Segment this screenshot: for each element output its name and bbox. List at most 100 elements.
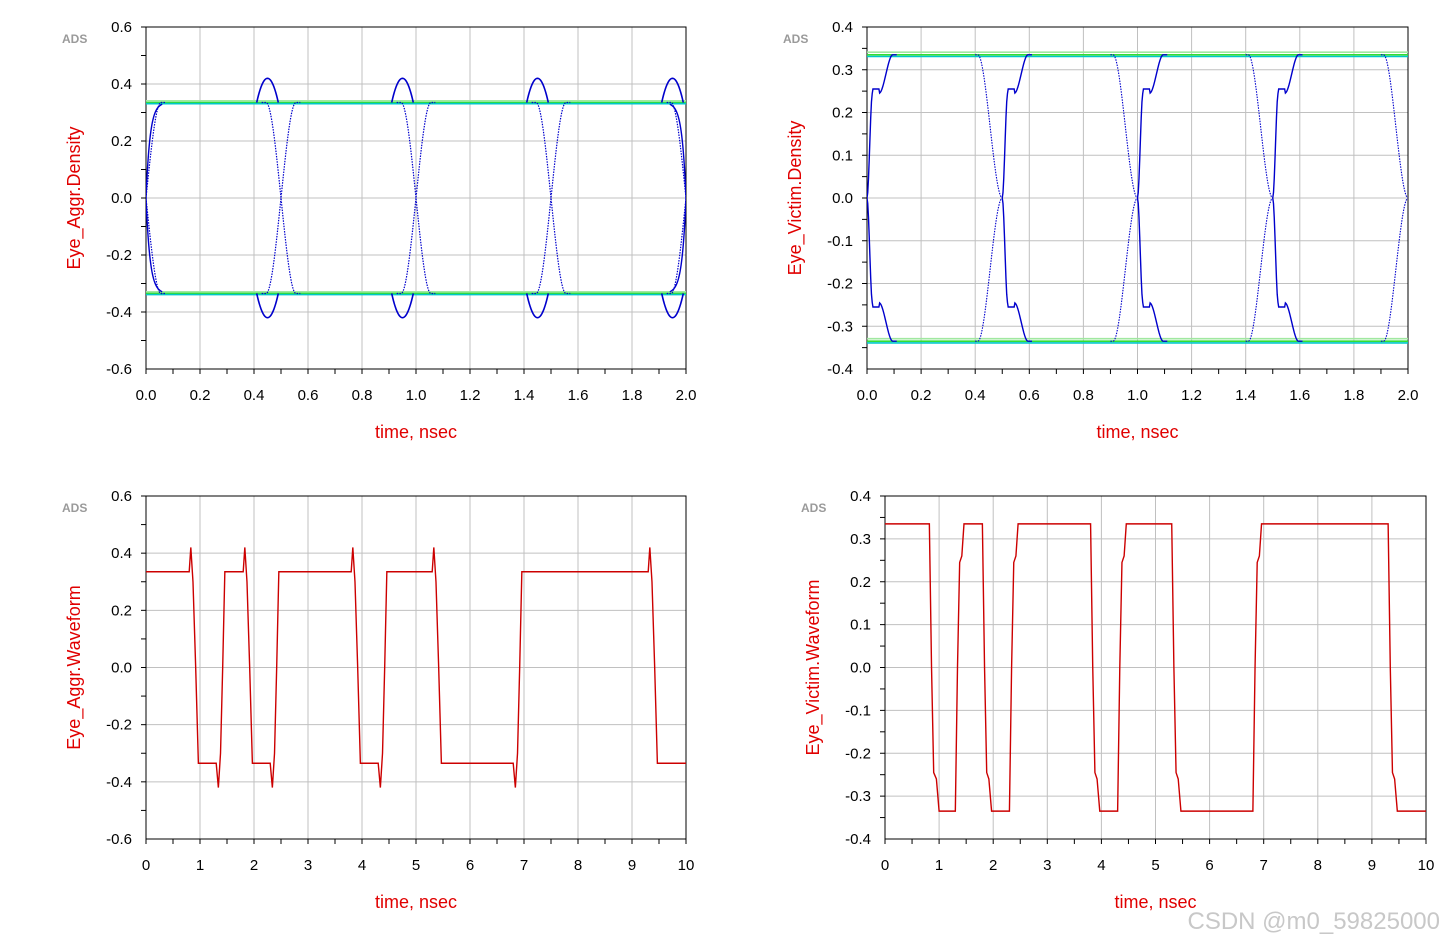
y-tick-label: 0.2	[832, 105, 853, 122]
eye-edge-rising-step	[1272, 54, 1303, 199]
chart-victim-density: ADS -0.4 -0.3 -0.2 -0.1 0.0 0.1 0.2 0.3 0.4 0.0 0.2…	[783, 19, 1418, 442]
x-tick-label: 1.0	[1127, 387, 1148, 404]
y-tick-label: 0.4	[111, 76, 132, 93]
x-tick-label: 0	[142, 857, 150, 874]
eye-edge-approach-low	[1380, 197, 1408, 342]
eye-edge-boundary-high	[146, 103, 163, 199]
y-tick-label: -0.2	[827, 276, 853, 293]
x-tick-label: 1.8	[1343, 387, 1364, 404]
y-tick-label: -0.6	[106, 831, 132, 848]
y-tick-label: 0.4	[850, 488, 871, 505]
watermark-text: CSDN @m0_59825000	[1187, 908, 1440, 935]
y-tick-label: 0.2	[111, 602, 132, 619]
y-tick-label: -0.3	[827, 318, 853, 335]
eye-edge-boundary-low	[146, 197, 163, 293]
eye-edge-rising	[396, 101, 436, 295]
x-axis-title: time, nsec	[375, 422, 457, 442]
y-tick-label: 0.4	[111, 545, 132, 562]
eye-edge-rising	[261, 101, 301, 295]
ads-tag-label: ADS	[801, 501, 826, 515]
y-tick-label: -0.6	[106, 361, 132, 378]
x-tick-label: 1.0	[406, 387, 427, 404]
plot-frame	[145, 495, 687, 840]
eye-edge-rising-step	[1001, 54, 1033, 199]
x-tick-label: 0.2	[911, 387, 932, 404]
x-tick-label: 0.4	[965, 387, 986, 404]
x-axis-title: time, nsec	[1114, 892, 1196, 912]
x-tick-label: 0.6	[1019, 387, 1040, 404]
y-tick-label: 0.2	[111, 133, 132, 150]
x-tick-label: 8	[1314, 857, 1322, 874]
chart-aggr-waveform: ADS -0.6 -0.4 -0.2 0.0 0.2 0.4 0.6 0 1 2 3 4 5 6 7 8 9 10 t…	[62, 488, 694, 912]
eye-edge-boundary-low	[669, 197, 686, 293]
x-tick-label: 2.0	[1398, 387, 1419, 404]
x-tick-label: 6	[1205, 857, 1213, 874]
eye-edge-falling	[531, 101, 571, 295]
eye-overshoot-low	[390, 293, 415, 319]
x-tick-label: 4	[1097, 857, 1105, 874]
chart-victim-waveform: ADS -0.4 -0.3 -0.2 -0.1 0.0 0.1 0.2 0.3 0.4 0 1 2 3 4 5…	[801, 488, 1434, 912]
ads-tag-label: ADS	[62, 501, 87, 515]
chart-aggr-density: ADS -0.6 -0.4 -0.2 0.0 0.2 0.4 0.6 0.0 0.2 0.4 0.6 0…	[62, 19, 696, 442]
eye-edge-rising-step	[867, 54, 897, 199]
y-tick-label: -0.1	[827, 233, 853, 250]
y-tick-label: 0.1	[832, 147, 853, 164]
x-tick-label: 5	[412, 857, 420, 874]
y-axis-title: Eye_Aggr.Waveform	[64, 585, 85, 749]
x-tick-label: 0.0	[857, 387, 878, 404]
y-tick-label: -0.4	[106, 774, 132, 791]
y-tick-label: -0.4	[827, 361, 853, 378]
x-tick-label: 10	[1418, 857, 1435, 874]
waveform-trace	[885, 523, 1426, 812]
y-tick-label: 0.1	[850, 617, 871, 634]
x-tick-label: 2	[250, 857, 258, 874]
x-tick-label: 1	[196, 857, 204, 874]
x-tick-label: 7	[520, 857, 528, 874]
y-axis-title: Eye_Victim.Waveform	[803, 579, 824, 755]
eye-overshoot-low	[255, 293, 280, 319]
eye-edge-rising	[146, 101, 166, 199]
y-tick-label: -0.4	[845, 831, 871, 848]
x-tick-label: 9	[1368, 857, 1376, 874]
x-tick-label: 0	[881, 857, 889, 874]
eye-edge-boundary-high	[669, 103, 686, 199]
eye-edge-falling	[396, 101, 436, 295]
x-tick-label: 1.2	[1181, 387, 1202, 404]
waveform-trace	[146, 547, 686, 788]
x-tick-label: 1.6	[1289, 387, 1310, 404]
eye-overshoot-high	[390, 77, 415, 103]
y-tick-label: 0.0	[850, 660, 871, 677]
trace-group	[146, 547, 686, 788]
y-tick-label: 0.4	[832, 19, 853, 36]
x-tick-label: 1.6	[568, 387, 589, 404]
eye-edge-falling-step	[1272, 197, 1303, 342]
eye-edge-approach-low	[1245, 197, 1274, 342]
ads-tag-label: ADS	[62, 32, 87, 46]
eye-edge-rising	[531, 101, 571, 295]
x-tick-label: 6	[466, 857, 474, 874]
trace-group	[146, 77, 686, 319]
eye-overshoot-low	[525, 293, 550, 319]
y-tick-label: 0.6	[111, 488, 132, 505]
x-tick-label: 0.8	[1073, 387, 1094, 404]
x-tick-label: 3	[1043, 857, 1051, 874]
x-tick-label: 7	[1260, 857, 1268, 874]
x-tick-label: 1	[935, 857, 943, 874]
eye-edge-approach-high	[1110, 54, 1138, 199]
x-tick-label: 1.4	[514, 387, 535, 404]
x-axis-title: time, nsec	[375, 892, 457, 912]
trace-group	[885, 523, 1426, 812]
eye-edge-falling-step	[1136, 197, 1168, 342]
eye-overshoot-high	[255, 77, 280, 103]
y-axis-title: Eye_Victim.Density	[785, 121, 806, 276]
y-tick-label: -0.2	[106, 247, 132, 264]
ads-tag-label: ADS	[783, 32, 808, 46]
y-tick-label: -0.2	[845, 745, 871, 762]
eye-overshoot-low	[660, 293, 685, 319]
y-tick-label: -0.2	[106, 717, 132, 734]
x-tick-label: 2	[989, 857, 997, 874]
y-tick-label: 0.3	[832, 62, 853, 79]
x-tick-label: 1.2	[460, 387, 481, 404]
eye-overshoot-high	[525, 77, 550, 103]
